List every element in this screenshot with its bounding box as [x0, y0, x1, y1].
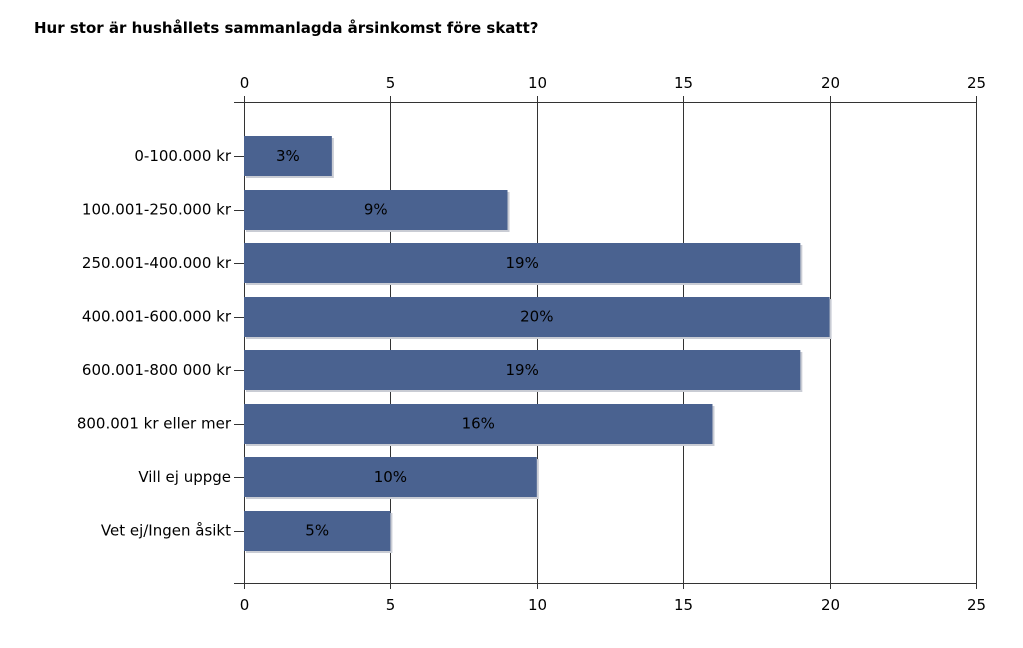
data-label-7: 5% — [305, 522, 329, 540]
bottom-tick-label-5: 25 — [967, 596, 986, 614]
category-label-7: Vet ej/Ingen åsikt — [101, 522, 231, 540]
data-label-3: 20% — [520, 308, 553, 326]
bar-7 — [244, 511, 391, 551]
category-label-3: 400.001-600.000 kr — [82, 308, 232, 326]
bottom-tick-label-3: 15 — [674, 596, 693, 614]
data-label-4: 19% — [505, 361, 538, 379]
bar-3 — [244, 297, 830, 337]
top-tick-label-4: 20 — [821, 74, 840, 92]
category-label-5: 800.001 kr eller mer — [77, 415, 232, 433]
bar-6 — [244, 457, 537, 497]
top-tick-label-5: 25 — [967, 74, 986, 92]
data-label-2: 19% — [505, 254, 538, 272]
bottom-tick-label-1: 5 — [386, 596, 396, 614]
data-label-6: 10% — [374, 468, 407, 486]
bottom-tick-label-0: 0 — [240, 596, 250, 614]
category-label-2: 250.001-400.000 kr — [82, 254, 232, 272]
bar-0 — [244, 136, 332, 176]
top-tick-label-2: 10 — [528, 74, 547, 92]
bottom-tick-label-4: 20 — [821, 596, 840, 614]
bar-2 — [244, 243, 801, 283]
bar-4 — [244, 350, 801, 390]
data-label-0: 3% — [276, 147, 300, 165]
bar-1 — [244, 190, 508, 230]
category-label-6: Vill ej uppge — [138, 468, 231, 486]
category-label-0: 0-100.000 kr — [134, 147, 231, 165]
category-label-4: 600.001-800 000 kr — [82, 361, 232, 379]
top-tick-label-3: 15 — [674, 74, 693, 92]
top-tick-label-1: 5 — [386, 74, 396, 92]
data-label-5: 16% — [462, 415, 495, 433]
category-label-1: 100.001-250.000 kr — [82, 201, 232, 219]
bottom-tick-label-2: 10 — [528, 596, 547, 614]
bar-5 — [244, 404, 713, 444]
top-tick-label-0: 0 — [240, 74, 250, 92]
chart-title: Hur stor är hushållets sammanlagda årsin… — [34, 19, 539, 37]
data-label-1: 9% — [364, 201, 388, 219]
